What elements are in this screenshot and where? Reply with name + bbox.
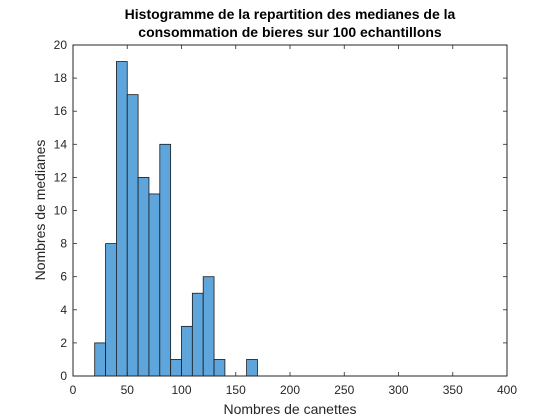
- histogram-bar: [94, 342, 106, 377]
- y-tick-label: 16: [54, 104, 68, 118]
- histogram-bars: [94, 61, 258, 377]
- x-tick-label: 250: [334, 383, 354, 397]
- x-tick-label: 350: [443, 383, 463, 397]
- histogram-bar: [213, 359, 226, 377]
- histogram-bar: [159, 143, 172, 377]
- histogram-bar: [181, 325, 193, 377]
- x-tick-label: 100: [171, 383, 191, 397]
- x-tick-label: 150: [226, 383, 246, 397]
- y-tick-label: 12: [54, 170, 68, 184]
- x-tick-label: 0: [70, 383, 77, 397]
- y-axis-label: Nombres de medianes: [32, 140, 48, 281]
- chart-title-line-1: Histogramme de la repartition des median…: [125, 6, 456, 22]
- y-tick-label: 20: [54, 38, 68, 52]
- y-tick-label: 18: [54, 71, 68, 85]
- histogram-bar: [202, 276, 215, 377]
- x-tick-label: 200: [280, 383, 300, 397]
- x-tick-label: 300: [388, 383, 408, 397]
- x-tick-label: 50: [121, 383, 135, 397]
- y-tick-label: 2: [60, 336, 67, 350]
- y-tick-label: 0: [60, 369, 67, 383]
- y-tick-label: 10: [54, 204, 68, 218]
- histogram-bar: [191, 292, 204, 377]
- y-axis-ticks: 0 2 4 6 8 10 12 14 16 18 20: [54, 38, 507, 383]
- histogram-bar: [170, 359, 182, 377]
- histogram-bar: [148, 193, 161, 377]
- x-axis-ticks: 0 50 100 150 200 250 300 350 400: [70, 45, 517, 397]
- histogram-bar: [246, 359, 258, 377]
- chart-title-line-2: consommation de bieres sur 100 echantill…: [138, 24, 442, 40]
- x-axis-label: Nombres de canettes: [223, 401, 356, 417]
- y-tick-label: 14: [54, 137, 68, 151]
- y-tick-label: 8: [60, 237, 67, 251]
- histogram-bar: [116, 61, 128, 377]
- y-tick-label: 4: [60, 303, 67, 317]
- histogram-bar: [126, 94, 139, 377]
- histogram-bar: [105, 243, 117, 377]
- y-tick-label: 6: [60, 270, 67, 284]
- histogram-bar: [137, 176, 150, 377]
- x-tick-label: 400: [497, 383, 517, 397]
